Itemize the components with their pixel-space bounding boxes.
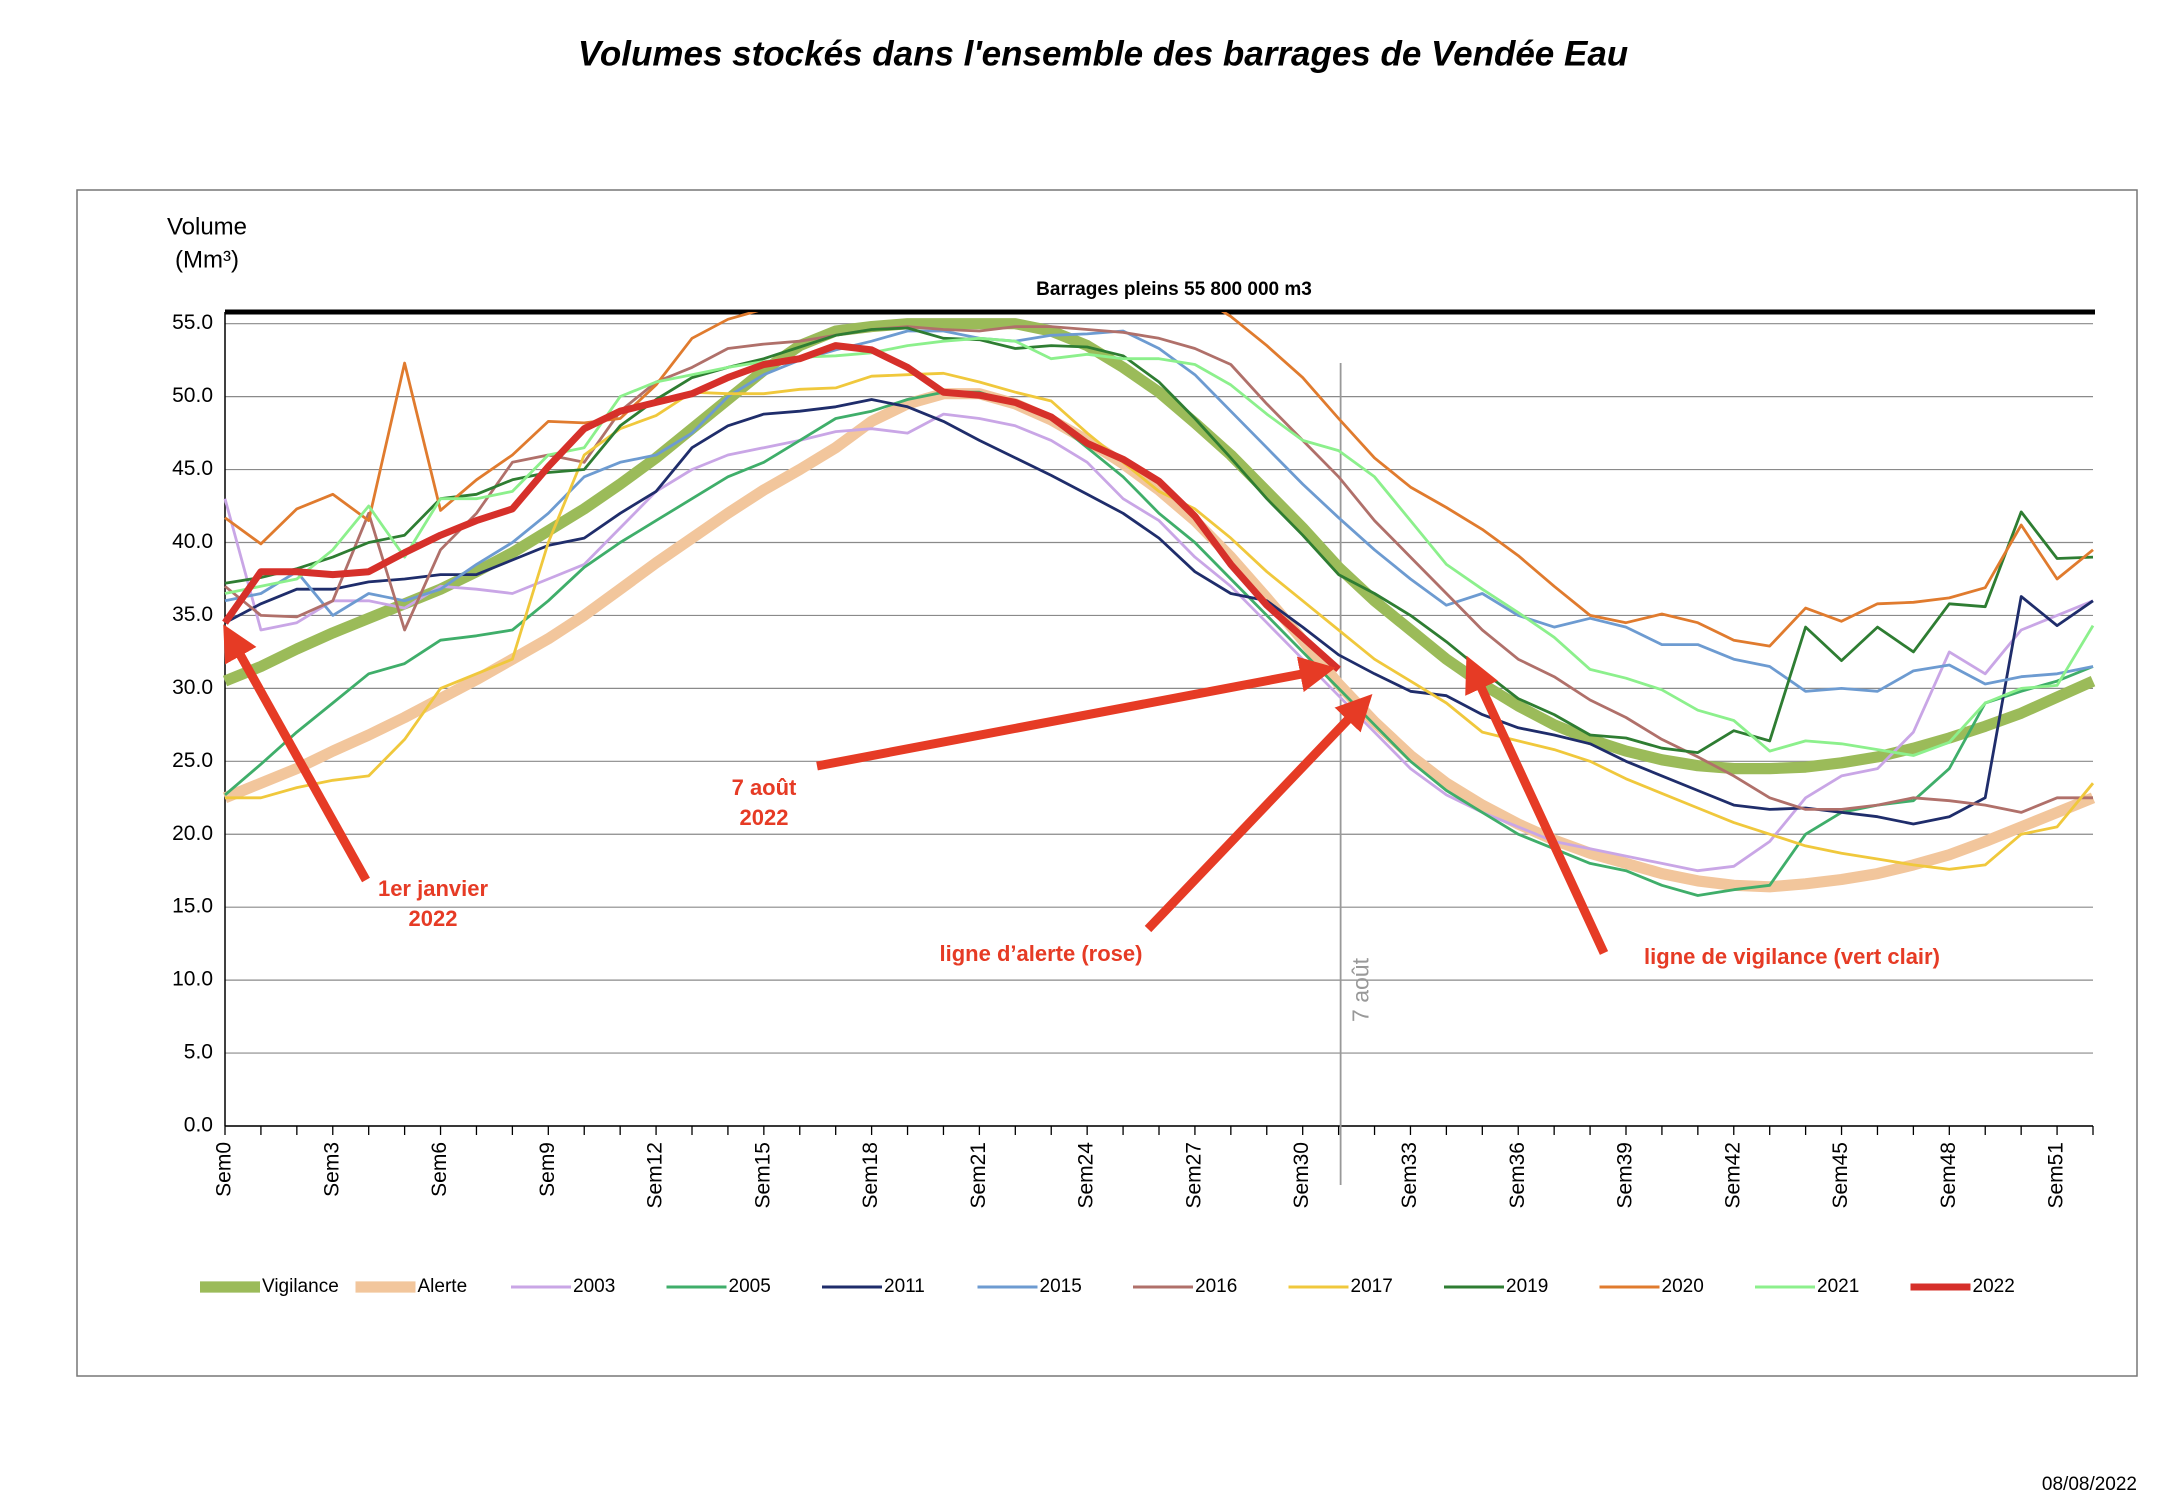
legend-label: 2011: [884, 1276, 925, 1297]
series-line: [224, 329, 2094, 693]
legend-label: 2019: [1506, 1276, 1548, 1297]
series-line: [224, 336, 2095, 757]
annotation-text: 2022: [740, 805, 789, 830]
x-tick-label: Sem45: [1829, 1142, 1852, 1209]
series-line: [222, 318, 2096, 775]
x-tick-label: Sem24: [1075, 1142, 1098, 1209]
date-marker-label: 7 août: [1348, 957, 1374, 1022]
chart-frame: [76, 189, 2138, 1377]
legend-label: 2020: [1662, 1276, 1704, 1297]
series-line: [224, 325, 2093, 814]
legend-label: 2021: [1817, 1276, 1859, 1297]
legend-label: 2016: [1195, 1276, 1237, 1297]
x-tick-label: Sem33: [1398, 1142, 1421, 1209]
series-line: [224, 312, 2094, 648]
annotation-arrow: [1144, 693, 1373, 933]
annotation-text: ligne de vigilance (vert clair): [1644, 944, 1940, 969]
series-line: [225, 371, 2095, 871]
annotation-arrow: [816, 656, 1336, 771]
y-tick-label: 50.0: [172, 384, 213, 407]
y-tick-label: 30.0: [172, 676, 213, 699]
x-tick-label: Sem15: [751, 1142, 774, 1209]
series-line: [222, 342, 1341, 673]
y-tick-label: 25.0: [172, 749, 213, 772]
x-tick-label: Sem39: [1614, 1142, 1637, 1209]
y-tick-label: 55.0: [172, 311, 213, 334]
legend-label: 2022: [1973, 1276, 2015, 1297]
series-line: [224, 326, 2094, 754]
legend-label: Vigilance: [262, 1276, 339, 1297]
x-tick-label: Sem9: [536, 1142, 559, 1197]
y-tick-label: 0.0: [184, 1114, 213, 1137]
full-level-label: Barrages pleins 55 800 000 m3: [1036, 279, 1312, 300]
chart-title: Volumes stockés dans l'ensemble des barr…: [578, 34, 1628, 73]
y-tick-label: 40.0: [172, 530, 213, 553]
annotation-text: 1er janvier: [378, 876, 489, 901]
legend-label: 2003: [573, 1276, 615, 1297]
y-axis-title: (Mm³): [175, 246, 239, 273]
legend-label: 2015: [1040, 1276, 1082, 1297]
x-tick-label: Sem0: [213, 1142, 236, 1197]
x-tick-label: Sem27: [1182, 1142, 1205, 1209]
series-line: [224, 398, 2094, 826]
series-line: [222, 388, 2096, 893]
annotation-text: ligne d’alerte (rose): [940, 941, 1143, 966]
legend-label: Alerte: [418, 1276, 468, 1297]
y-tick-label: 45.0: [172, 457, 213, 480]
series-line: [224, 390, 2094, 897]
x-tick-label: Sem42: [1721, 1142, 1744, 1209]
annotation-text: 7 août: [732, 775, 797, 800]
y-tick-label: 20.0: [172, 822, 213, 845]
x-tick-label: Sem12: [644, 1142, 667, 1209]
y-tick-label: 15.0: [172, 895, 213, 918]
y-tick-label: 5.0: [184, 1041, 213, 1064]
annotation-text: 2022: [409, 906, 458, 931]
date: 08/08/2022: [2042, 1474, 2137, 1495]
annotation-arrow: [1465, 655, 1609, 955]
legend-label: 2005: [729, 1276, 771, 1297]
x-tick-label: Sem30: [1290, 1142, 1313, 1209]
x-tick-label: Sem3: [320, 1142, 343, 1197]
y-axis-title: Volume: [167, 213, 247, 240]
x-tick-label: Sem18: [859, 1142, 882, 1209]
legend-label: 2017: [1351, 1276, 1393, 1297]
x-tick-label: Sem51: [2045, 1142, 2068, 1209]
annotation-arrow: [223, 624, 370, 883]
y-tick-label: 35.0: [172, 603, 213, 626]
y-tick-label: 10.0: [172, 968, 213, 991]
x-tick-label: Sem21: [967, 1142, 990, 1209]
x-tick-label: Sem48: [1937, 1142, 1960, 1209]
x-tick-label: Sem6: [428, 1142, 451, 1197]
x-tick-label: Sem36: [1506, 1142, 1529, 1209]
